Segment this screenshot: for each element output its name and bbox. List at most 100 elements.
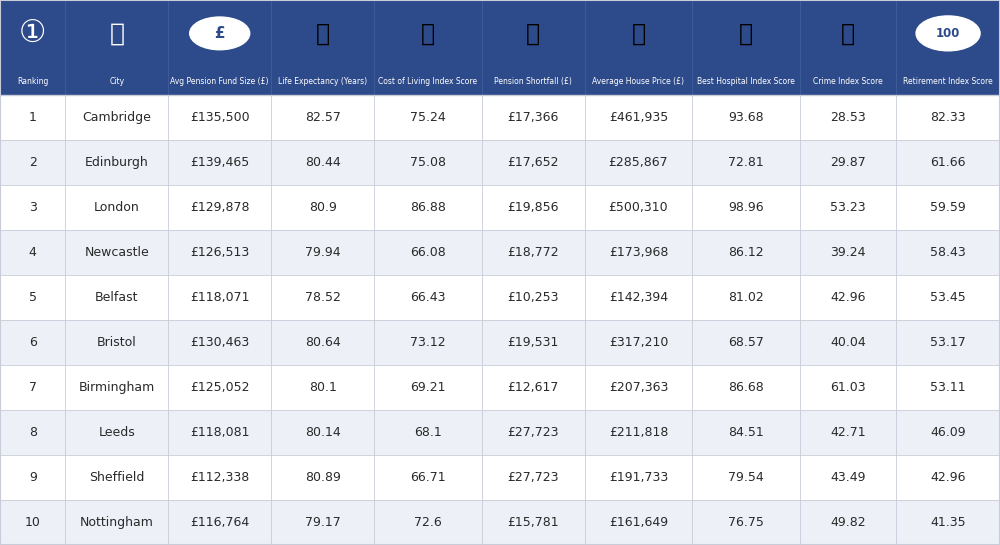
Text: 76.75: 76.75 xyxy=(728,516,764,529)
Text: 40.04: 40.04 xyxy=(830,336,866,349)
Text: 72.81: 72.81 xyxy=(728,156,764,169)
Text: 75.08: 75.08 xyxy=(410,156,446,169)
Text: ①: ① xyxy=(19,19,46,48)
Text: Crime Index Score: Crime Index Score xyxy=(813,76,883,86)
Text: 61.66: 61.66 xyxy=(930,156,966,169)
Text: 98.96: 98.96 xyxy=(728,201,764,214)
Text: London: London xyxy=(94,201,140,214)
Text: 53.11: 53.11 xyxy=(930,381,966,394)
Text: 93.68: 93.68 xyxy=(728,111,764,124)
Text: £15,781: £15,781 xyxy=(507,516,559,529)
Text: 🔒: 🔒 xyxy=(841,21,855,45)
Text: £207,363: £207,363 xyxy=(609,381,668,394)
Bar xyxy=(0,185,1000,231)
Text: £17,652: £17,652 xyxy=(507,156,559,169)
Text: £126,513: £126,513 xyxy=(190,246,249,259)
Bar xyxy=(0,275,1000,320)
Text: 68.1: 68.1 xyxy=(414,426,442,439)
Text: 4: 4 xyxy=(29,246,37,259)
Text: £125,052: £125,052 xyxy=(190,381,249,394)
Text: 66.43: 66.43 xyxy=(410,291,446,304)
Text: 80.44: 80.44 xyxy=(305,156,340,169)
Text: £27,723: £27,723 xyxy=(507,471,559,484)
Text: 59.59: 59.59 xyxy=(930,201,966,214)
Text: 42.71: 42.71 xyxy=(830,426,866,439)
Text: £135,500: £135,500 xyxy=(190,111,250,124)
Text: 🛍: 🛍 xyxy=(421,21,435,45)
Text: £317,210: £317,210 xyxy=(609,336,668,349)
Text: 📍: 📍 xyxy=(109,21,124,45)
Text: Nottingham: Nottingham xyxy=(80,516,154,529)
Text: 86.88: 86.88 xyxy=(410,201,446,214)
Text: Life Expectancy (Years): Life Expectancy (Years) xyxy=(278,76,367,86)
Text: 53.45: 53.45 xyxy=(930,291,966,304)
Text: £112,338: £112,338 xyxy=(190,471,249,484)
Text: Best Hospital Index Score: Best Hospital Index Score xyxy=(697,76,795,86)
Bar xyxy=(0,95,1000,141)
Text: £161,649: £161,649 xyxy=(609,516,668,529)
Text: £19,531: £19,531 xyxy=(507,336,559,349)
Text: Avg Pension Fund Size (£): Avg Pension Fund Size (£) xyxy=(170,76,269,86)
Text: £211,818: £211,818 xyxy=(609,426,668,439)
Text: 80.1: 80.1 xyxy=(309,381,337,394)
Text: Belfast: Belfast xyxy=(95,291,139,304)
Text: 41.35: 41.35 xyxy=(930,516,966,529)
Text: 66.71: 66.71 xyxy=(410,471,446,484)
Text: 80.9: 80.9 xyxy=(309,201,337,214)
Text: Sheffield: Sheffield xyxy=(89,471,145,484)
Text: £139,465: £139,465 xyxy=(190,156,249,169)
Text: £17,366: £17,366 xyxy=(507,111,559,124)
Text: £500,310: £500,310 xyxy=(609,201,668,214)
Bar xyxy=(0,141,1000,185)
Text: £: £ xyxy=(214,26,225,41)
Text: 46.09: 46.09 xyxy=(930,426,966,439)
Text: 86.12: 86.12 xyxy=(728,246,764,259)
Text: 28.53: 28.53 xyxy=(830,111,866,124)
Text: Birmingham: Birmingham xyxy=(79,381,155,394)
Text: 79.17: 79.17 xyxy=(305,516,340,529)
Text: £173,968: £173,968 xyxy=(609,246,668,259)
Text: Ranking: Ranking xyxy=(17,76,48,86)
Text: 🏥: 🏥 xyxy=(739,21,753,45)
Text: 10: 10 xyxy=(25,516,41,529)
Text: £12,617: £12,617 xyxy=(507,381,559,394)
Text: £118,071: £118,071 xyxy=(190,291,249,304)
Bar xyxy=(0,0,1000,95)
Text: 79.94: 79.94 xyxy=(305,246,340,259)
Text: 42.96: 42.96 xyxy=(930,471,966,484)
Circle shape xyxy=(916,16,980,51)
Text: £118,081: £118,081 xyxy=(190,426,249,439)
Text: 43.49: 43.49 xyxy=(830,471,866,484)
Text: 53.17: 53.17 xyxy=(930,336,966,349)
Text: 69.21: 69.21 xyxy=(410,381,446,394)
Text: Bristol: Bristol xyxy=(97,336,137,349)
Text: £142,394: £142,394 xyxy=(609,291,668,304)
Text: 1: 1 xyxy=(29,111,37,124)
Text: 80.89: 80.89 xyxy=(305,471,341,484)
Text: Cost of Living Index Score: Cost of Living Index Score xyxy=(378,76,477,86)
Bar xyxy=(0,410,1000,455)
Text: £18,772: £18,772 xyxy=(507,246,559,259)
Text: 73.12: 73.12 xyxy=(410,336,446,349)
Text: 7: 7 xyxy=(29,381,37,394)
Text: £461,935: £461,935 xyxy=(609,111,668,124)
Text: Newcastle: Newcastle xyxy=(84,246,149,259)
Text: 39.24: 39.24 xyxy=(830,246,866,259)
Bar xyxy=(0,365,1000,410)
Text: 75.24: 75.24 xyxy=(410,111,446,124)
Text: 61.03: 61.03 xyxy=(830,381,866,394)
Text: Cambridge: Cambridge xyxy=(82,111,151,124)
Text: 81.02: 81.02 xyxy=(728,291,764,304)
Bar xyxy=(0,455,1000,500)
Text: City: City xyxy=(109,76,124,86)
Text: £10,253: £10,253 xyxy=(507,291,559,304)
Text: £191,733: £191,733 xyxy=(609,471,668,484)
Text: 72.6: 72.6 xyxy=(414,516,442,529)
Text: 66.08: 66.08 xyxy=(410,246,446,259)
Text: 80.64: 80.64 xyxy=(305,336,340,349)
Text: 80.14: 80.14 xyxy=(305,426,340,439)
Text: 82.33: 82.33 xyxy=(930,111,966,124)
Text: Edinburgh: Edinburgh xyxy=(85,156,149,169)
Text: 3: 3 xyxy=(29,201,37,214)
Text: 100: 100 xyxy=(936,27,960,40)
